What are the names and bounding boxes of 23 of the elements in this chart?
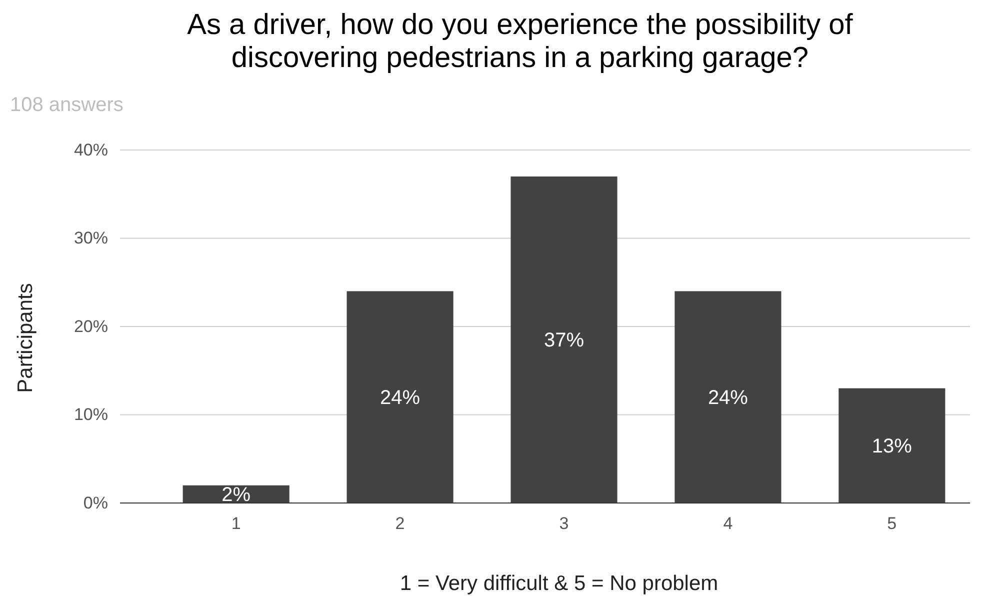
data-label: 2% [222,484,251,506]
bar [674,291,782,503]
bar [510,176,618,503]
x-tick-label: 3 [559,514,569,534]
chart-title: As a driver, how do you experience the possibility of discovering pedestrians in a parking garage? [187,9,854,74]
x-axis-title: 1 = Very difficult & 5 = No problem [400,572,718,595]
x-tick-label: 2 [395,514,405,534]
bar [346,291,454,503]
data-label: 13% [872,436,912,458]
data-label: 24% [708,387,748,410]
y-tick-label: 40% [74,140,108,160]
x-tick-label: 5 [887,514,897,534]
y-tick-label: 0% [83,493,108,512]
y-tick-label: 20% [74,316,108,336]
y-axis-title: Participants [14,283,37,393]
x-tick-label: 4 [723,514,733,534]
chart-subtitle: 108 answers [10,94,124,116]
y-tick-label: 30% [74,228,108,248]
y-tick-label: 10% [74,405,108,424]
bar [838,388,946,503]
data-label: 24% [380,387,420,410]
data-label: 37% [544,330,584,352]
x-tick-label: 1 [231,514,241,534]
